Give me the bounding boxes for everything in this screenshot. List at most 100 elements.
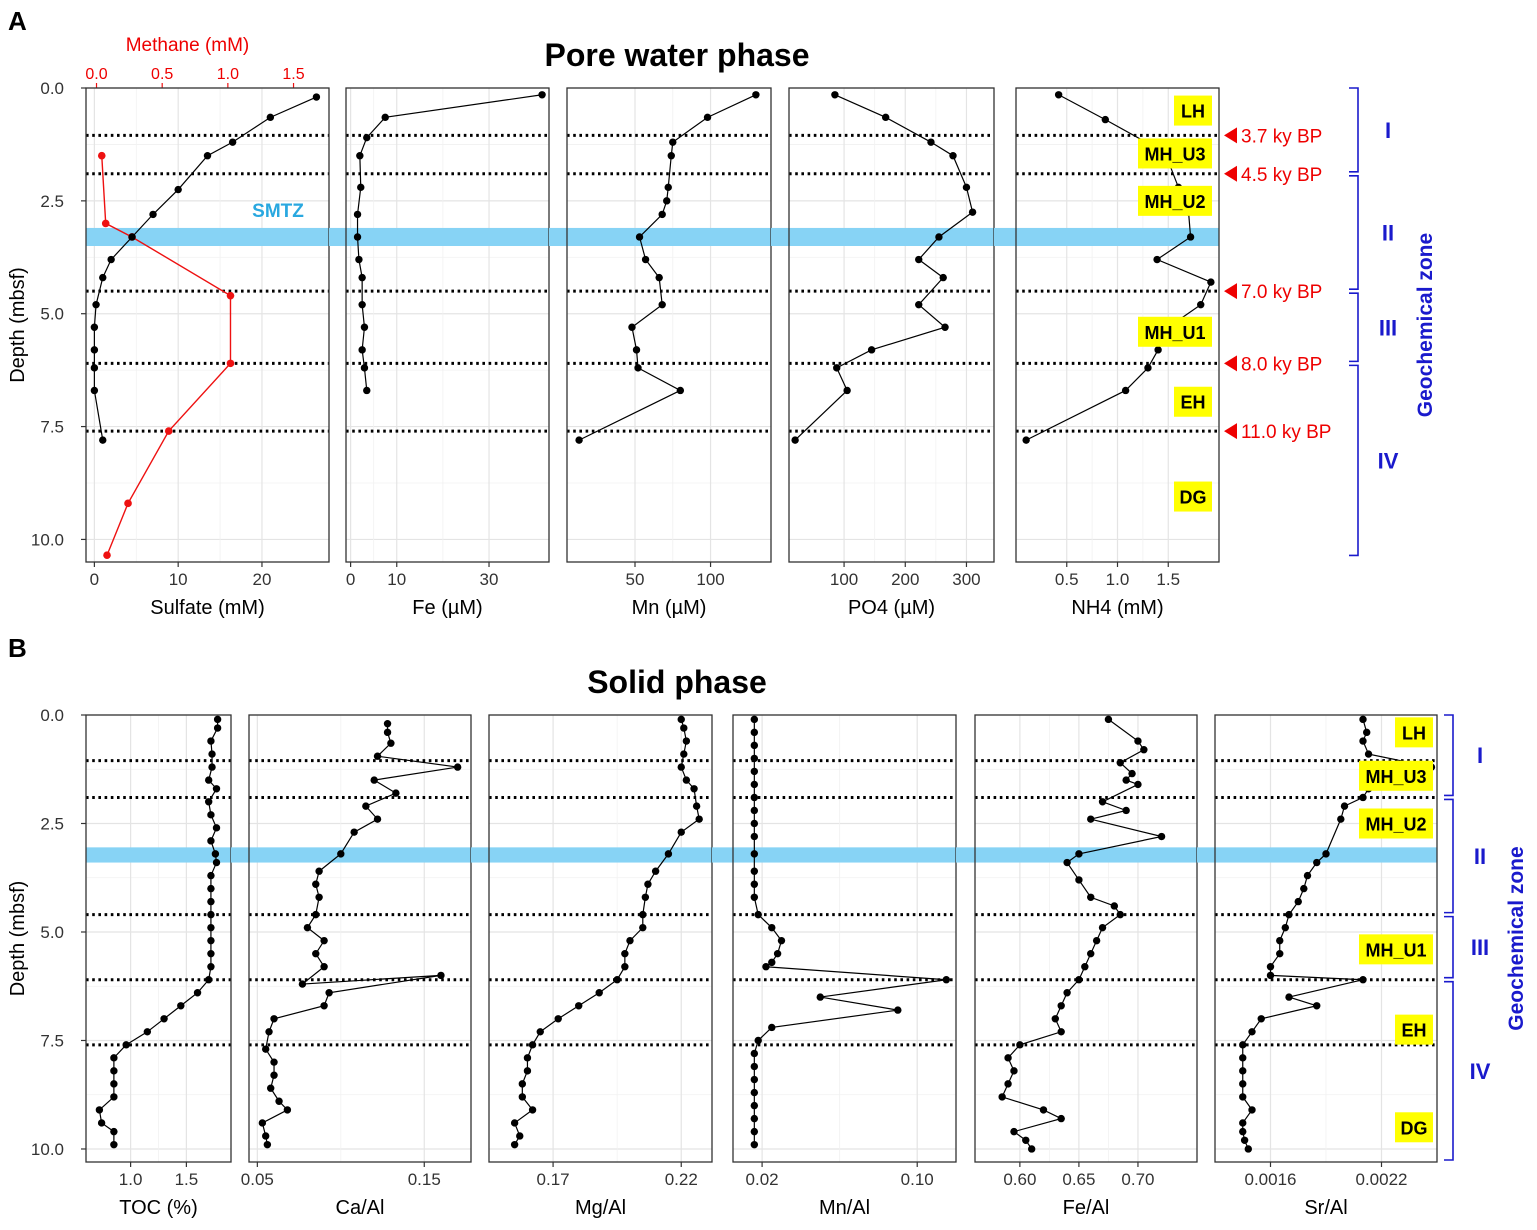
series-point <box>777 936 786 945</box>
plot-border <box>1214 714 1438 1163</box>
series-point <box>682 737 691 745</box>
x-tick-label: 0.02 <box>746 1170 779 1189</box>
panel-title: Pore water phase <box>545 37 810 73</box>
series-point <box>621 963 629 971</box>
series-point <box>1004 1080 1012 1088</box>
series-point <box>1340 802 1349 810</box>
series-point <box>1087 949 1095 958</box>
series-point <box>207 936 215 945</box>
series-point <box>528 1106 537 1114</box>
zone-label: II <box>1382 220 1394 245</box>
series-point <box>518 1080 527 1088</box>
series-point <box>1134 780 1142 789</box>
x-tick-label: 0 <box>346 570 355 589</box>
age-marker-icon <box>1224 165 1237 182</box>
series-point <box>207 949 215 958</box>
zone-axis-title: Geochemical zone <box>1505 846 1528 1030</box>
series-point <box>915 300 923 309</box>
series-point <box>258 1119 267 1127</box>
series-point <box>575 436 583 444</box>
series-point <box>207 923 215 932</box>
zone-axis-title: Geochemical zone <box>1414 233 1437 417</box>
methane-point <box>97 151 106 160</box>
plot-border <box>732 714 957 1163</box>
series-point <box>350 828 358 836</box>
age-label: 7.0 ky BP <box>1241 282 1322 303</box>
age-label: 11.0 ky BP <box>1241 422 1331 443</box>
x-tick-label: 300 <box>952 570 980 589</box>
x-tick-label: 0.70 <box>1121 1170 1154 1189</box>
series-point <box>362 802 370 810</box>
series-point <box>373 752 382 760</box>
zone-label: IV <box>1378 448 1399 473</box>
plot-border <box>566 87 772 563</box>
panel-title: Solid phase <box>587 664 767 700</box>
y-tick-label: 2.5 <box>40 192 64 211</box>
series-point <box>1359 976 1367 984</box>
zone-bracket <box>1444 980 1454 1161</box>
series-point <box>320 936 328 945</box>
unit-label-box <box>1138 138 1212 169</box>
series-point <box>949 152 957 160</box>
methane-point <box>164 427 173 435</box>
y-tick-label: 5.0 <box>40 305 64 324</box>
y-axis-title: Depth (mbsf) <box>7 267 29 383</box>
zone-bracket <box>1444 798 1454 914</box>
series-point <box>1248 1106 1256 1114</box>
zone-label: III <box>1379 315 1397 340</box>
plot-border <box>974 714 1198 1163</box>
series-point <box>207 871 215 880</box>
series-point <box>664 183 672 192</box>
mnal-plot: 0.02 0.10 Mn/Al <box>732 714 957 1219</box>
unit-label-box <box>1174 95 1212 126</box>
series-point <box>110 1067 118 1075</box>
series-point <box>1110 902 1119 910</box>
series-point <box>613 976 621 984</box>
series-point <box>632 346 641 354</box>
series-point <box>1063 989 1071 997</box>
x-axis-title: Ca/Al <box>336 1197 385 1219</box>
series-point <box>1359 737 1367 745</box>
x-tick-label: 0.05 <box>241 1170 274 1189</box>
series-point <box>1359 793 1367 802</box>
unit-label-box <box>1174 481 1212 512</box>
methane-point <box>226 291 235 300</box>
series-point <box>207 910 215 919</box>
series-point <box>320 963 328 971</box>
series-point <box>355 255 363 264</box>
x-tick-label: 0.5 <box>1055 570 1079 589</box>
panel-a: A Pore water phase 0.0 2.5 5.0 7.5 10.0 Depth (… <box>7 6 1437 619</box>
unit-label-box <box>1138 185 1212 216</box>
series-point <box>270 1071 278 1079</box>
series-point <box>325 989 333 997</box>
y-tick-label: 0.0 <box>40 79 64 98</box>
series-point <box>658 210 666 219</box>
series-point <box>270 1015 278 1023</box>
series-point <box>750 1140 759 1149</box>
methane-tick-label: 1.5 <box>282 66 304 83</box>
smtz-band <box>567 227 771 246</box>
series-point <box>360 364 369 372</box>
series-point <box>263 1140 272 1149</box>
zone-label: IV <box>1470 1059 1491 1084</box>
series-point <box>750 715 759 724</box>
series-point <box>690 785 698 793</box>
unit-label: MH_U1 <box>1144 323 1205 343</box>
series-point <box>1313 1002 1321 1010</box>
series-point <box>750 793 759 802</box>
series-point <box>663 197 671 205</box>
series-point <box>387 739 395 747</box>
series-point <box>523 1067 532 1075</box>
series-point <box>353 233 362 241</box>
series-point <box>1248 1028 1256 1036</box>
series-point <box>90 346 99 354</box>
series-point <box>927 138 935 146</box>
series-point <box>90 323 99 331</box>
series-point <box>1027 1145 1036 1153</box>
series-point <box>750 806 759 815</box>
series-point <box>1051 1015 1059 1023</box>
series-point <box>128 233 136 241</box>
series-point <box>358 273 366 282</box>
series-point <box>762 963 770 971</box>
series-point <box>1154 346 1162 354</box>
